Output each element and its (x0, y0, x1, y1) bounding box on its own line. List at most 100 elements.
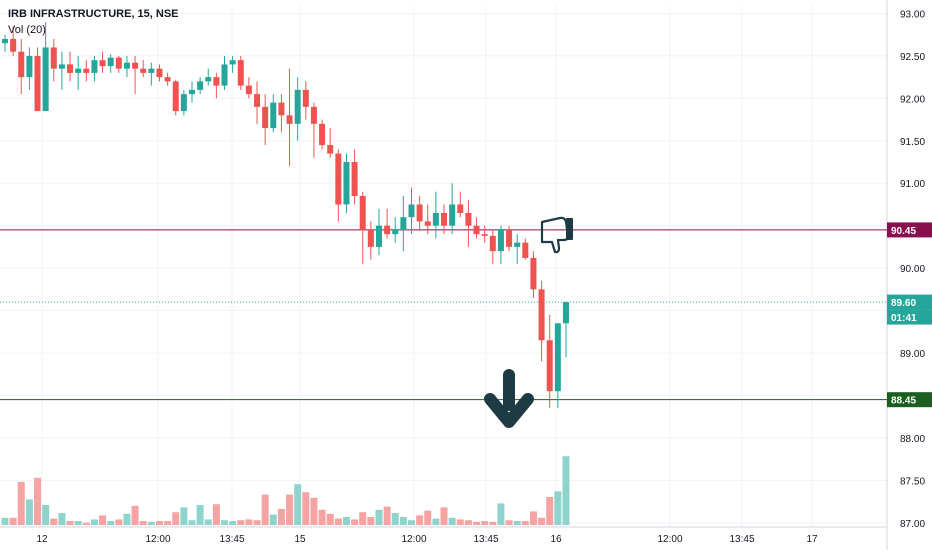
volume-bar (221, 520, 229, 525)
candle-body (562, 302, 569, 324)
resistance-price-tag-bg (887, 222, 932, 238)
candle (481, 225, 488, 243)
candle-body (481, 234, 488, 236)
volume-bar (123, 513, 131, 525)
thumbs-down-icon (540, 216, 573, 254)
candle-body (432, 212, 439, 226)
time-tick-label: 13:45 (219, 534, 244, 545)
candle (522, 238, 529, 260)
candle (310, 102, 317, 158)
support-price-tag: 88.45 (891, 396, 916, 407)
volume-bar (188, 520, 196, 525)
volume-bar (196, 505, 204, 525)
volume-bar (310, 497, 318, 525)
candle (140, 60, 147, 78)
candle (416, 195, 423, 230)
candle-body (148, 68, 155, 73)
candle-body (554, 323, 561, 392)
volume-bar (1, 517, 9, 525)
volume-bar (294, 484, 302, 525)
volume-bar (440, 507, 448, 525)
volume-bar (489, 521, 497, 525)
volume-bar (50, 518, 58, 525)
candle-body (506, 229, 513, 247)
volume-bar (521, 521, 529, 525)
candle (270, 94, 277, 133)
volume-bar (359, 512, 367, 525)
candle (286, 68, 293, 167)
candle (10, 26, 17, 56)
candle-body (262, 106, 269, 129)
bar-countdown-tag-bg (887, 309, 932, 325)
candle-body (67, 64, 74, 73)
volume-bar (131, 505, 139, 525)
candle (351, 149, 358, 205)
candle (538, 280, 545, 362)
candle (58, 51, 65, 90)
arrow-down-head (484, 393, 534, 428)
volume-bar (172, 512, 180, 525)
candle-body (270, 102, 277, 129)
volume-bar (25, 499, 33, 525)
candle-body (384, 225, 391, 235)
candle-body (26, 55, 33, 78)
candle (294, 77, 301, 141)
candle-body (42, 47, 49, 112)
price-tick-label: 90.00 (900, 264, 925, 275)
volume-bar (546, 497, 554, 525)
candle-body (172, 81, 179, 112)
volume-bar (351, 519, 359, 525)
volume-bar (204, 519, 212, 525)
volume-bar (58, 513, 66, 525)
candle-body (107, 57, 114, 67)
time-tick-label: 16 (550, 534, 562, 545)
candle (156, 64, 163, 82)
candle (335, 149, 342, 222)
candle-body (123, 62, 130, 69)
volume-bar (505, 520, 513, 525)
volume-bar (342, 517, 350, 525)
candle (237, 55, 244, 90)
arrow-down-icon (484, 369, 534, 428)
candle-body (489, 235, 496, 252)
price-tick-label: 91.50 (900, 137, 925, 148)
candle (530, 251, 537, 298)
candle (408, 187, 415, 235)
candle-body (375, 225, 382, 247)
candle (441, 204, 448, 235)
candle (254, 81, 261, 124)
time-tick-label: 12:00 (401, 534, 426, 545)
volume-bar (399, 517, 407, 525)
candle-body (164, 77, 171, 82)
candle (432, 191, 439, 239)
candle-body (83, 68, 90, 73)
candle (123, 55, 130, 78)
candle-body (335, 153, 342, 205)
thumbs-down-cuff (566, 218, 573, 240)
volume-bar (261, 494, 269, 525)
candle-body (457, 204, 464, 213)
candle (473, 217, 480, 239)
symbol-title: IRB INFRASTRUCTURE, 15, NSE (8, 8, 179, 20)
candle-body (465, 212, 472, 226)
candle (278, 94, 285, 133)
candle-body (156, 68, 163, 78)
candle-body (310, 106, 317, 124)
candle (148, 62, 155, 86)
volume-bar (326, 513, 334, 525)
candle (327, 128, 334, 158)
volume-bar (383, 506, 391, 525)
time-tick-label: 13:45 (473, 534, 498, 545)
volume-bar (375, 509, 383, 525)
candle (229, 55, 236, 73)
candle (392, 217, 399, 243)
time-tick-label: 13:45 (729, 534, 754, 545)
volume-bar (90, 519, 98, 525)
candle-body (416, 204, 423, 222)
last-price-tag-bg (887, 294, 932, 310)
candle (319, 119, 326, 150)
volume-bar (237, 520, 245, 525)
volume-bar (432, 518, 440, 525)
